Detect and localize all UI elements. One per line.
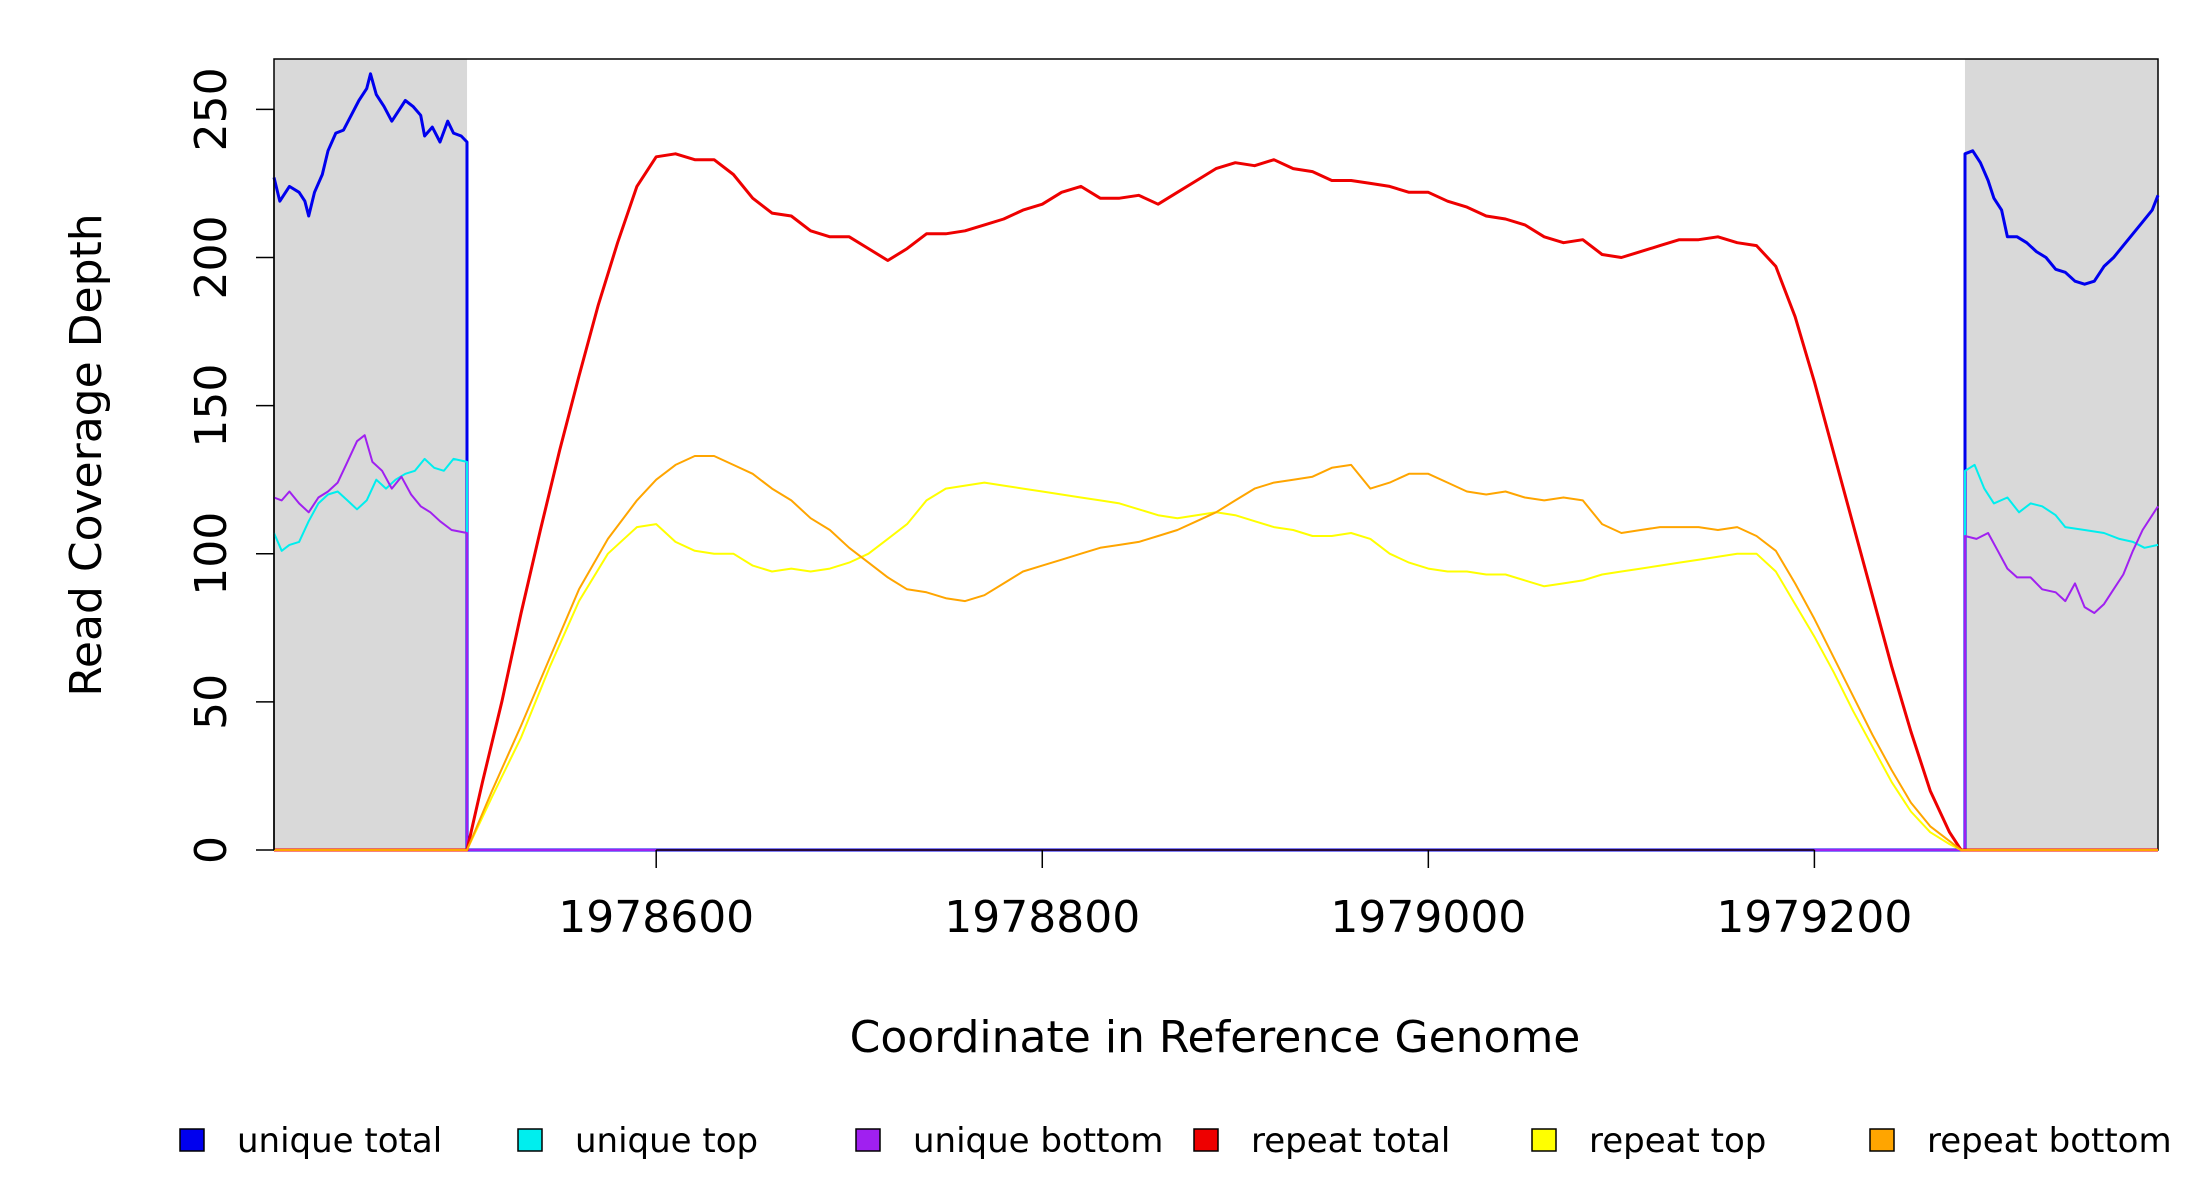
legend-item-repeat-top: repeat top — [1531, 1121, 1766, 1161]
legend-swatch — [855, 1128, 881, 1152]
legend-swatch — [179, 1128, 205, 1152]
series-lines — [272, 72, 2160, 852]
legend-item-repeat-total: repeat total — [1193, 1121, 1450, 1161]
legend-item-repeat-bottom: repeat bottom — [1869, 1121, 2172, 1161]
legend-swatch — [517, 1128, 543, 1152]
y-tick-label: 200 — [186, 215, 237, 299]
legend-item-unique-bottom: unique bottom — [855, 1121, 1163, 1161]
x-tick-label: 1978600 — [558, 892, 754, 943]
legend-item-unique-top: unique top — [517, 1121, 758, 1161]
series-line-unique-top — [273, 457, 2159, 851]
y-tick-label: 150 — [186, 364, 237, 448]
series-line-unique-total — [272, 72, 2160, 852]
plot-frame — [273, 58, 2159, 851]
y-axis-title: Read Coverage Depth — [61, 213, 112, 696]
series-line-repeat-top — [274, 481, 2158, 851]
x-tick-label: 1979200 — [1716, 892, 1912, 943]
y-tick-label: 50 — [186, 674, 237, 730]
y-tick-label: 0 — [186, 836, 237, 864]
shaded-region-2 — [1964, 59, 2158, 850]
y-axis: 0 50 100 150 200 250 — [186, 67, 275, 864]
x-axis-title: Coordinate in Reference Genome — [850, 1012, 1581, 1063]
legend-label: unique top — [575, 1121, 758, 1161]
legend-item-unique-total: unique total — [179, 1121, 442, 1161]
x-tick-label: 1978800 — [944, 892, 1140, 943]
series-line-repeat-total — [274, 152, 2158, 852]
series-line-unique-bottom — [273, 434, 2159, 851]
excluded-region-shading — [274, 59, 2158, 850]
y-tick-label: 250 — [186, 67, 237, 151]
legend: unique total unique top unique bottom repea… — [179, 1121, 2172, 1161]
legend-swatch — [1869, 1128, 1895, 1152]
series-line-repeat-bottom — [274, 455, 2158, 851]
legend-label: unique total — [237, 1121, 442, 1161]
x-tick-label: 1979000 — [1330, 892, 1526, 943]
legend-label: unique bottom — [913, 1121, 1163, 1161]
legend-swatch — [1193, 1128, 1219, 1152]
legend-label: repeat bottom — [1927, 1121, 2172, 1161]
legend-label: repeat top — [1589, 1121, 1766, 1161]
x-axis: 1978600 1978800 1979000 1979200 — [558, 849, 1912, 943]
y-tick-label: 100 — [186, 512, 237, 596]
legend-label: repeat total — [1251, 1121, 1450, 1161]
legend-swatch — [1531, 1128, 1557, 1152]
